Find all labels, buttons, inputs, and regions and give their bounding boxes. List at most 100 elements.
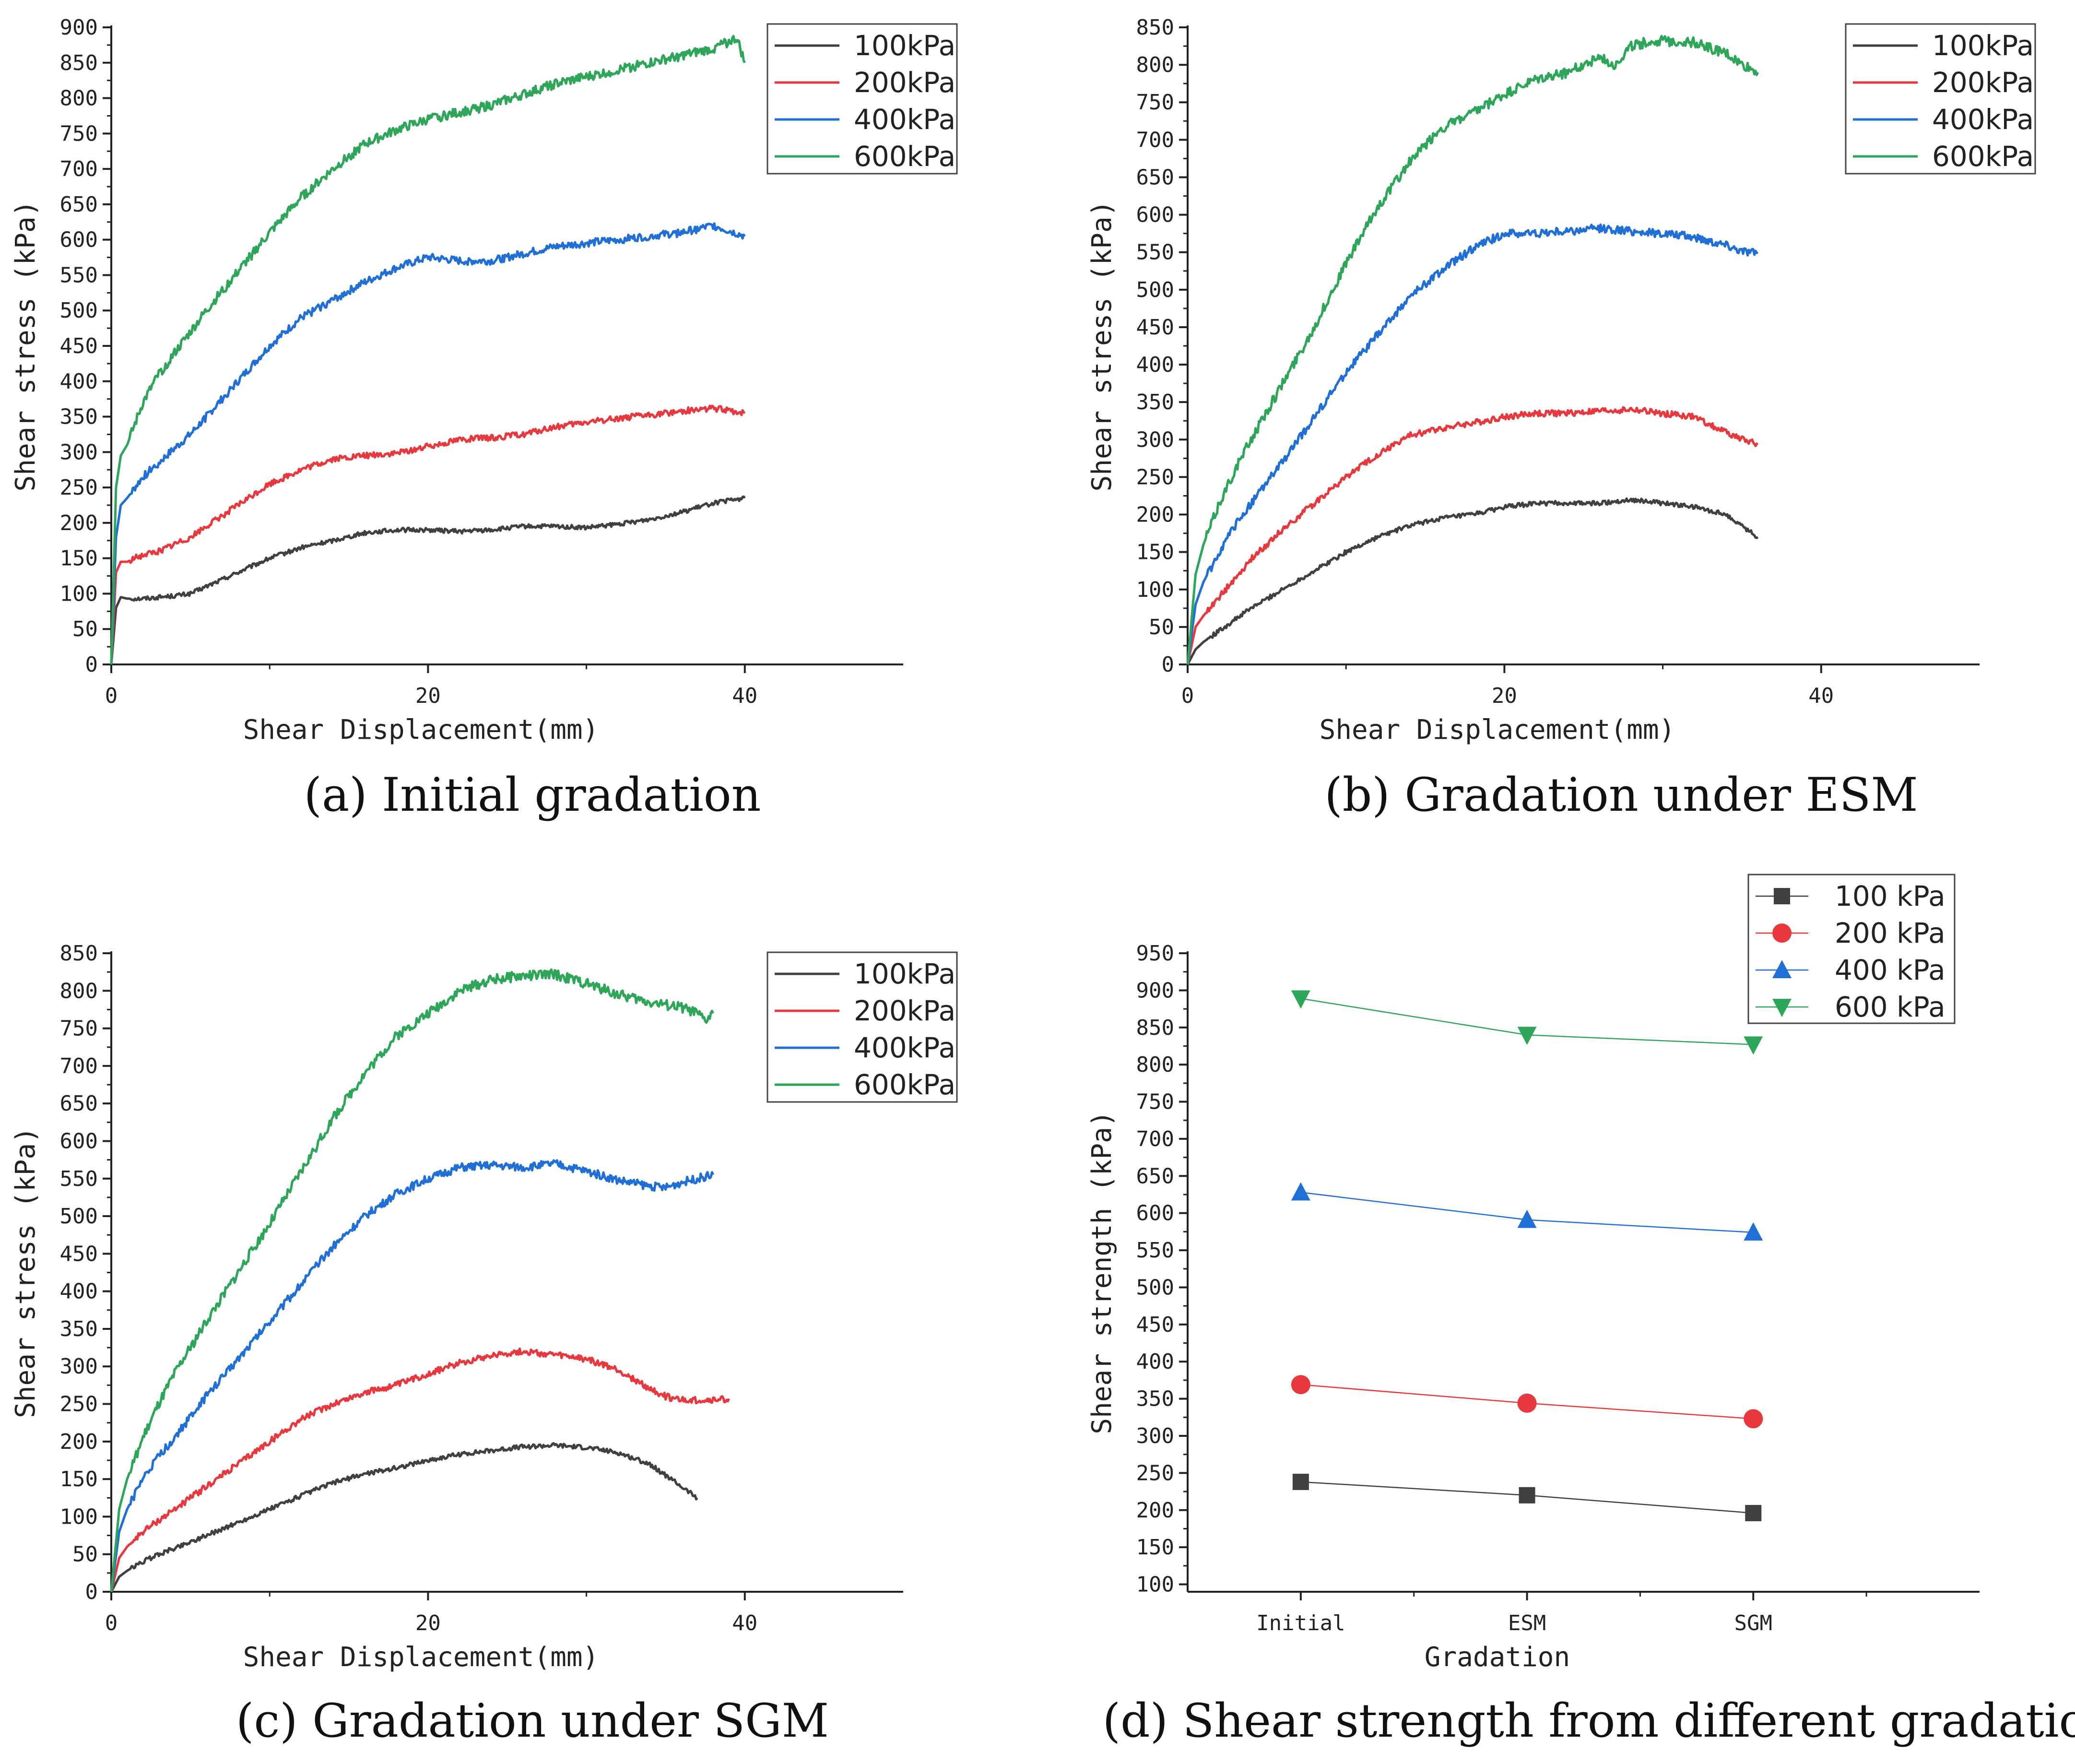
legend-label: 200kPa bbox=[854, 994, 955, 1027]
y-tick-label: 500 bbox=[60, 1204, 98, 1229]
series-line-200kPa bbox=[110, 1347, 731, 1592]
y-tick-label: 100 bbox=[60, 1504, 98, 1529]
y-tick-label: 600 bbox=[60, 228, 98, 252]
x-tick-label: 20 bbox=[415, 684, 441, 708]
y-tick-label: 550 bbox=[1136, 1238, 1174, 1263]
y-tick-label: 250 bbox=[60, 475, 98, 500]
x-tick-label: 40 bbox=[1808, 684, 1834, 708]
legend-label: 600kPa bbox=[1932, 140, 2034, 173]
y-tick-label: 450 bbox=[1136, 1313, 1174, 1337]
y-tick-label: 650 bbox=[60, 1091, 98, 1116]
y-tick-label: 850 bbox=[1136, 1016, 1174, 1040]
x-axis-title: Gradation bbox=[1425, 1642, 1570, 1673]
y-axis-title: Shear strength (kPa) bbox=[1086, 1111, 1118, 1434]
y-tick-label: 350 bbox=[60, 1317, 98, 1341]
y-tick-label: 300 bbox=[1136, 427, 1174, 452]
x-axis-title: Shear Displacement(mm) bbox=[1320, 714, 1675, 746]
series-line-400kPa bbox=[110, 222, 746, 665]
legend-label: 200kPa bbox=[1932, 66, 2034, 99]
legend-label: 200kPa bbox=[854, 66, 955, 99]
legend-label: 400kPa bbox=[1932, 103, 2034, 136]
series-line-600kPa bbox=[110, 35, 746, 665]
y-tick-label: 350 bbox=[1136, 390, 1174, 414]
y-tick-label: 750 bbox=[60, 121, 98, 146]
y-tick-label: 800 bbox=[60, 86, 98, 111]
x-tick-label: 20 bbox=[1492, 684, 1517, 708]
data-point bbox=[1291, 1375, 1310, 1395]
y-tick-label: 650 bbox=[1136, 165, 1174, 189]
y-tick-label: 850 bbox=[1136, 15, 1174, 40]
y-tick-label: 750 bbox=[1136, 1090, 1174, 1114]
y-tick-label: 200 bbox=[60, 1430, 98, 1454]
y-tick-label: 150 bbox=[60, 546, 98, 571]
x-tick-label: 40 bbox=[732, 684, 757, 708]
y-tick-label: 600 bbox=[1136, 1201, 1174, 1226]
series-line-400kPa bbox=[1186, 223, 1759, 665]
y-tick-label: 50 bbox=[72, 617, 98, 641]
series-line-600kPa bbox=[110, 968, 715, 1592]
y-tick-label: 450 bbox=[1136, 315, 1174, 340]
y-tick-label: 0 bbox=[1162, 652, 1175, 677]
y-tick-label: 300 bbox=[1136, 1424, 1174, 1448]
data-point bbox=[1744, 1036, 1763, 1055]
y-tick-label: 200 bbox=[60, 511, 98, 535]
y-tick-label: 750 bbox=[60, 1017, 98, 1041]
y-tick-label: 0 bbox=[85, 1580, 98, 1604]
y-tick-label: 300 bbox=[60, 440, 98, 464]
y-tick-label: 0 bbox=[85, 652, 98, 677]
data-point bbox=[1517, 1027, 1537, 1045]
legend: 100kPa 200kPa 400kPa 600kPa bbox=[1845, 23, 2036, 175]
chart-c: 0501001502002503003504004505005506006507… bbox=[10, 941, 958, 1748]
y-tick-label: 500 bbox=[1136, 278, 1174, 302]
y-tick-label: 250 bbox=[1136, 465, 1174, 489]
y-tick-label: 200 bbox=[1136, 1498, 1174, 1523]
legend: 100kPa 200kPa 400kPa 600kPa bbox=[766, 951, 958, 1103]
caption: (a) Initial gradation bbox=[304, 768, 761, 822]
legend-label: 600kPa bbox=[854, 1068, 955, 1101]
y-tick-label: 700 bbox=[60, 1054, 98, 1078]
legend-marker bbox=[1772, 923, 1792, 943]
series-line-600kPa bbox=[1186, 35, 1759, 665]
series-line-200kPa bbox=[1186, 406, 1758, 665]
y-tick-label: 400 bbox=[60, 1279, 98, 1304]
legend-label: 400kPa bbox=[854, 1031, 955, 1064]
y-tick-label: 150 bbox=[60, 1467, 98, 1492]
y-tick-label: 150 bbox=[1136, 1535, 1174, 1560]
legend-marker bbox=[1774, 888, 1790, 904]
y-tick-label: 850 bbox=[60, 51, 98, 75]
y-tick-label: 450 bbox=[60, 334, 98, 358]
caption: (b) Gradation under ESM bbox=[1324, 768, 1918, 822]
legend-box bbox=[1845, 23, 2036, 175]
series-line-100kPa bbox=[110, 495, 746, 665]
series-line-200kPa bbox=[110, 404, 746, 665]
y-tick-label: 850 bbox=[60, 941, 98, 966]
legend-box bbox=[766, 23, 958, 175]
legend-box bbox=[766, 951, 958, 1103]
y-tick-label: 100 bbox=[1136, 578, 1174, 602]
y-tick-label: 400 bbox=[60, 369, 98, 394]
legend-marker bbox=[1772, 960, 1792, 978]
y-tick-label: 700 bbox=[1136, 128, 1174, 152]
y-tick-label: 150 bbox=[1136, 540, 1174, 565]
y-tick-label: 800 bbox=[60, 979, 98, 1003]
legend: 100 kPa 200 kPa 400 kPa 600 kPa bbox=[1747, 874, 1956, 1024]
x-tick-label: 0 bbox=[1181, 684, 1194, 708]
y-tick-label: 200 bbox=[1136, 503, 1174, 527]
y-tick-label: 250 bbox=[1136, 1461, 1174, 1485]
y-tick-label: 450 bbox=[60, 1242, 98, 1266]
x-tick-label: 0 bbox=[105, 684, 118, 708]
y-tick-label: 600 bbox=[1136, 203, 1174, 227]
y-tick-label: 550 bbox=[1136, 240, 1174, 265]
series-line-100kPa bbox=[1186, 497, 1759, 665]
x-axis-title: Shear Displacement(mm) bbox=[243, 1642, 599, 1673]
legend-label: 400 kPa bbox=[1835, 954, 1945, 986]
data-point bbox=[1744, 1222, 1763, 1241]
y-tick-label: 550 bbox=[60, 1167, 98, 1191]
data-point bbox=[1291, 1182, 1310, 1201]
legend: 100kPa 200kPa 400kPa 600kPa bbox=[766, 23, 958, 175]
y-tick-label: 250 bbox=[60, 1392, 98, 1417]
y-tick-label: 50 bbox=[72, 1542, 98, 1567]
chart-b: 0501001502002503003504004505005506006507… bbox=[1086, 15, 2036, 822]
x-tick-label: 20 bbox=[415, 1611, 441, 1635]
